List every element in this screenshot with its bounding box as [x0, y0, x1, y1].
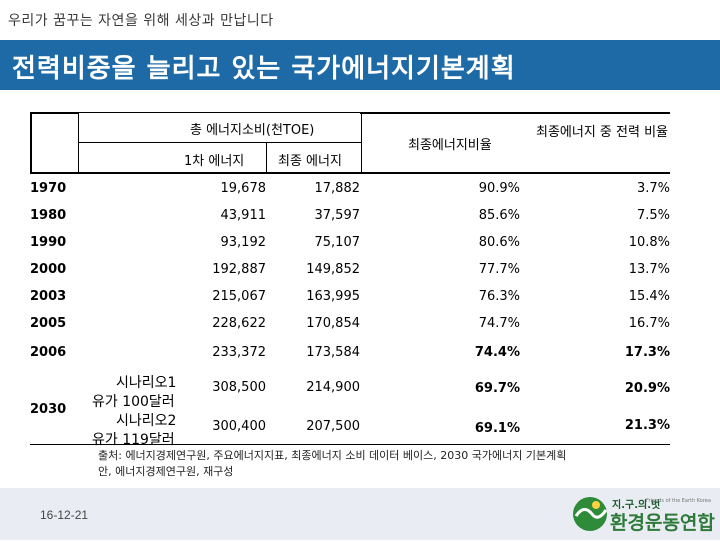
row-ratio: 76.3% — [478, 289, 520, 304]
row-elec: 7.5% — [636, 208, 670, 223]
table-bottom-line — [30, 444, 670, 445]
row-elec: 15.4% — [628, 289, 670, 304]
row-elec: 3.7% — [636, 181, 670, 196]
row-primary: 233,372 — [212, 345, 266, 360]
scenario2-name: 시나리오2 — [116, 413, 177, 429]
slogan: 우리가 꿈꾸는 자연을 위해 세상과 만납니다 — [8, 13, 274, 29]
row-year: 2003 — [30, 289, 67, 304]
row-year: 1990 — [30, 235, 67, 250]
row-year: 2006 — [30, 345, 67, 360]
row-year: 1970 — [30, 181, 67, 196]
header-ratio: 최종에너지비율 — [408, 138, 492, 153]
row-final: 17,882 — [314, 181, 361, 196]
row-final: 173,584 — [306, 345, 360, 360]
header-split-line — [78, 142, 361, 143]
logo — [570, 490, 718, 538]
scenario1-elec: 20.9% — [624, 381, 670, 396]
header-right-line — [360, 112, 670, 114]
title-bar — [0, 40, 720, 90]
scenario-year: 2030 — [30, 402, 67, 417]
row-final: 170,854 — [306, 316, 360, 331]
row-primary: 228,622 — [212, 316, 266, 331]
scenario1-final: 214,900 — [306, 380, 360, 395]
logo-tiny-text: Friends of the Earth Korea — [646, 498, 711, 504]
row-final: 149,852 — [306, 262, 360, 277]
header-final: 최종 에너지 — [278, 154, 342, 169]
row-elec: 13.7% — [628, 262, 670, 277]
header-total: 총 에너지소비(천TOE) — [190, 123, 315, 138]
row-ratio: 80.6% — [478, 235, 520, 250]
row-final: 37,597 — [314, 208, 361, 223]
header-elec: 최종에너지 중 전력 비율 — [536, 125, 668, 140]
top-bar — [0, 0, 720, 40]
header-total-box — [78, 112, 362, 174]
header-col-line — [266, 142, 267, 172]
earth-logo-icon — [573, 497, 608, 531]
header-left-line — [30, 112, 32, 172]
row-elec: 10.8% — [628, 235, 670, 250]
row-year: 2005 — [30, 316, 67, 331]
logo-main-text: 환경운동연합 — [610, 512, 715, 534]
scenario1-note: 유가 100달러 — [92, 394, 175, 410]
row-ratio: 85.6% — [478, 208, 520, 223]
row-primary: 93,192 — [220, 235, 267, 250]
logo-small-text: 지.구.의.벗 — [612, 500, 661, 511]
scenario2-elec: 21.3% — [624, 418, 670, 433]
row-final: 75,107 — [314, 235, 361, 250]
source-note: 출처: 에너지경제연구원, 주요에너지지표, 최종에너지 소비 데이터 베이스,… — [98, 449, 567, 478]
row-ratio: 90.9% — [478, 181, 520, 196]
row-ratio: 74.4% — [474, 345, 520, 360]
page-title: 전력비중을 늘리고 있는 국가에너지기본계획 — [12, 54, 516, 84]
row-final: 163,995 — [306, 289, 360, 304]
scenario2-primary: 300,400 — [212, 419, 266, 434]
row-year: 1980 — [30, 208, 67, 223]
row-primary: 43,911 — [220, 208, 267, 223]
scenario2-final: 207,500 — [306, 419, 360, 434]
row-elec: 16.7% — [628, 316, 670, 331]
scenario1-ratio: 69.7% — [474, 381, 520, 396]
row-ratio: 77.7% — [478, 262, 520, 277]
header-bottom-line — [30, 172, 670, 174]
header-primary: 1차 에너지 — [184, 154, 245, 169]
header-year-box-line — [30, 112, 78, 114]
row-primary: 215,067 — [212, 289, 266, 304]
slide-date: 16-12-21 — [40, 508, 89, 522]
row-year: 2000 — [30, 262, 67, 277]
scenario2-note: 유가 119달러 — [92, 432, 175, 448]
row-elec: 17.3% — [624, 345, 670, 360]
row-primary: 19,678 — [220, 181, 267, 196]
row-primary: 192,887 — [212, 262, 266, 277]
scenario1-name: 시나리오1 — [116, 375, 177, 391]
row-ratio: 74.7% — [478, 316, 520, 331]
scenario1-primary: 308,500 — [212, 380, 266, 395]
scenario2-ratio: 69.1% — [474, 421, 520, 436]
